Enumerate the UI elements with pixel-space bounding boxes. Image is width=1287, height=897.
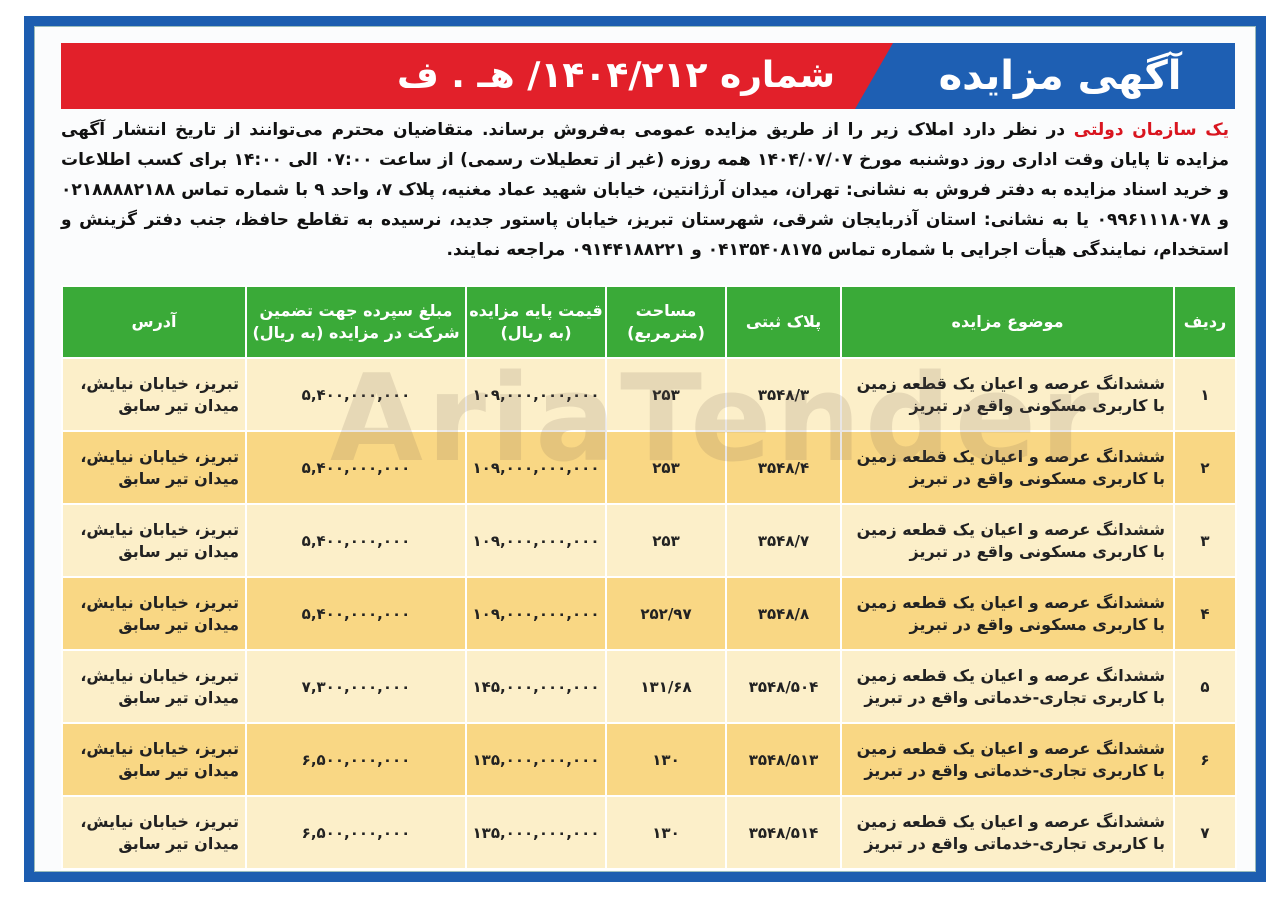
header-address: آدرس [61,285,247,359]
cell-area: ۱۳۰ [605,722,727,797]
table-row: ۶ ششدانگ عرصه و اعیان یک قطعه زمین با کار… [61,722,1237,797]
cell-subject: ششدانگ عرصه و اعیان یک قطعه زمین با کارب… [840,503,1175,578]
cell-subject: ششدانگ عرصه و اعیان یک قطعه زمین با کارب… [840,649,1175,724]
cell-address: تبریز، خیابان نیایش، میدان تیر سابق [61,649,247,724]
header-deposit: مبلغ سپرده جهت تضمین شرکت در مزایده (به … [245,285,467,359]
header-row-number: ردیف [1173,285,1237,359]
table-row: ۴ ششدانگ عرصه و اعیان یک قطعه زمین با کار… [61,576,1237,651]
cell-address: تبریز، خیابان نیایش، میدان تیر سابق [61,503,247,578]
cell-subject: ششدانگ عرصه و اعیان یک قطعه زمین با کارب… [840,430,1175,505]
cell-base-price: ۱۳۵,۰۰۰,۰۰۰,۰۰۰ [465,795,607,870]
cell-plate: ۳۵۴۸/۳ [725,357,842,432]
ad-body: آگهی مزایده شماره ۱۴۰۴/۲۱۲/ هـ . ف یک سا… [34,26,1256,872]
cell-deposit: ۶,۵۰۰,۰۰۰,۰۰۰ [245,722,467,797]
table-row: ۱ ششدانگ عرصه و اعیان یک قطعه زمین با کار… [61,357,1237,432]
header-base-price: قیمت پایه مزایده (به ریال) [465,285,607,359]
cell-address: تبریز، خیابان نیایش، میدان تیر سابق [61,357,247,432]
cell-plate: ۳۵۴۸/۷ [725,503,842,578]
organization-name: یک سازمان دولتی [1073,120,1229,140]
header-subject: موضوع مزایده [840,285,1175,359]
header-banner: آگهی مزایده شماره ۱۴۰۴/۲۱۲/ هـ . ف [61,43,1235,109]
ad-title: آگهی مزایده [855,43,1235,109]
cell-subject: ششدانگ عرصه و اعیان یک قطعه زمین با کارب… [840,795,1175,870]
auction-table: ردیف موضوع مزایده پلاک ثبتی مساحت (مترمربع)… [61,285,1237,870]
table-row: ۷ ششدانگ عرصه و اعیان یک قطعه زمین با کار… [61,795,1237,870]
cell-deposit: ۵,۴۰۰,۰۰۰,۰۰۰ [245,357,467,432]
cell-deposit: ۷,۳۰۰,۰۰۰,۰۰۰ [245,649,467,724]
cell-base-price: ۱۰۹,۰۰۰,۰۰۰,۰۰۰ [465,576,607,651]
table-header-row: ردیف موضوع مزایده پلاک ثبتی مساحت (مترمربع)… [61,285,1237,359]
cell-subject: ششدانگ عرصه و اعیان یک قطعه زمین با کارب… [840,357,1175,432]
cell-row-number: ۴ [1173,576,1237,651]
table-row: ۳ ششدانگ عرصه و اعیان یک قطعه زمین با کار… [61,503,1237,578]
cell-area: ۲۵۲/۹۷ [605,576,727,651]
cell-address: تبریز، خیابان نیایش، میدان تیر سابق [61,430,247,505]
cell-deposit: ۶,۵۰۰,۰۰۰,۰۰۰ [245,795,467,870]
cell-row-number: ۱ [1173,357,1237,432]
cell-deposit: ۵,۴۰۰,۰۰۰,۰۰۰ [245,503,467,578]
header-area: مساحت (مترمربع) [605,285,727,359]
cell-address: تبریز، خیابان نیایش، میدان تیر سابق [61,722,247,797]
table-row: ۵ ششدانگ عرصه و اعیان یک قطعه زمین با کار… [61,649,1237,724]
ad-frame: آگهی مزایده شماره ۱۴۰۴/۲۱۲/ هـ . ف یک سا… [24,16,1266,882]
cell-area: ۲۵۳ [605,357,727,432]
cell-subject: ششدانگ عرصه و اعیان یک قطعه زمین با کارب… [840,576,1175,651]
cell-plate: ۳۵۴۸/۵۱۴ [725,795,842,870]
cell-base-price: ۱۰۹,۰۰۰,۰۰۰,۰۰۰ [465,357,607,432]
cell-row-number: ۳ [1173,503,1237,578]
cell-base-price: ۱۴۵,۰۰۰,۰۰۰,۰۰۰ [465,649,607,724]
cell-area: ۱۳۱/۶۸ [605,649,727,724]
intro-text: در نظر دارد املاک زیر را از طریق مزایده … [61,120,1230,260]
cell-deposit: ۵,۴۰۰,۰۰۰,۰۰۰ [245,430,467,505]
cell-plate: ۳۵۴۸/۵۰۴ [725,649,842,724]
intro-paragraph: یک سازمان دولتی در نظر دارد املاک زیر را… [61,115,1229,265]
cell-area: ۲۵۳ [605,503,727,578]
cell-subject: ششدانگ عرصه و اعیان یک قطعه زمین با کارب… [840,722,1175,797]
cell-row-number: ۵ [1173,649,1237,724]
cell-row-number: ۶ [1173,722,1237,797]
table-row: ۲ ششدانگ عرصه و اعیان یک قطعه زمین با کار… [61,430,1237,505]
cell-address: تبریز، خیابان نیایش، میدان تیر سابق [61,795,247,870]
cell-address: تبریز، خیابان نیایش، میدان تیر سابق [61,576,247,651]
cell-deposit: ۵,۴۰۰,۰۰۰,۰۰۰ [245,576,467,651]
header-plate: پلاک ثبتی [725,285,842,359]
cell-area: ۲۵۳ [605,430,727,505]
cell-plate: ۳۵۴۸/۸ [725,576,842,651]
cell-base-price: ۱۰۹,۰۰۰,۰۰۰,۰۰۰ [465,430,607,505]
cell-plate: ۳۵۴۸/۵۱۳ [725,722,842,797]
ad-number: شماره ۱۴۰۴/۲۱۲/ هـ . ف [396,55,835,96]
cell-area: ۱۳۰ [605,795,727,870]
cell-row-number: ۲ [1173,430,1237,505]
cell-plate: ۳۵۴۸/۴ [725,430,842,505]
cell-base-price: ۱۰۹,۰۰۰,۰۰۰,۰۰۰ [465,503,607,578]
cell-row-number: ۷ [1173,795,1237,870]
cell-base-price: ۱۳۵,۰۰۰,۰۰۰,۰۰۰ [465,722,607,797]
